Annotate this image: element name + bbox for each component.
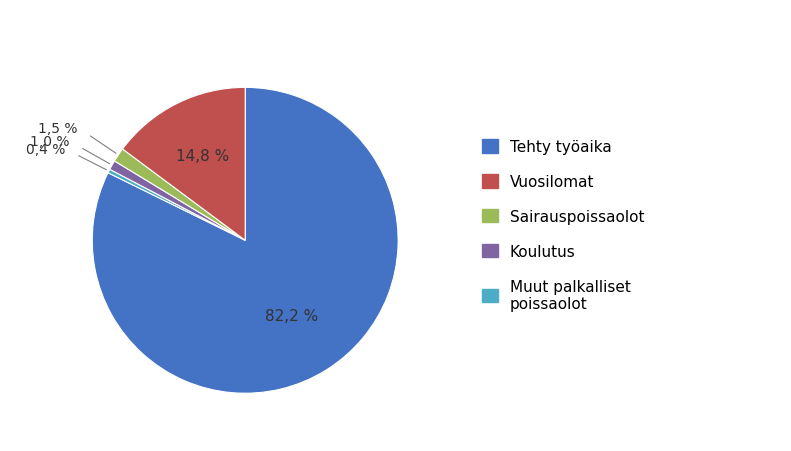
Text: 82,2 %: 82,2 %	[266, 308, 319, 323]
Wedge shape	[123, 88, 245, 241]
Wedge shape	[108, 170, 245, 241]
Text: 1,0 %: 1,0 %	[30, 135, 70, 149]
Text: 14,8 %: 14,8 %	[176, 149, 229, 164]
Wedge shape	[115, 150, 245, 241]
Text: 1,5 %: 1,5 %	[38, 121, 78, 135]
Text: 0,4 %: 0,4 %	[26, 143, 65, 156]
Wedge shape	[93, 88, 398, 393]
Wedge shape	[110, 161, 245, 241]
Legend: Tehty työaika, Vuosilomat, Sairauspoissaolot, Koulutus, Muut palkalliset
poissao: Tehty työaika, Vuosilomat, Sairauspoissa…	[483, 140, 644, 311]
